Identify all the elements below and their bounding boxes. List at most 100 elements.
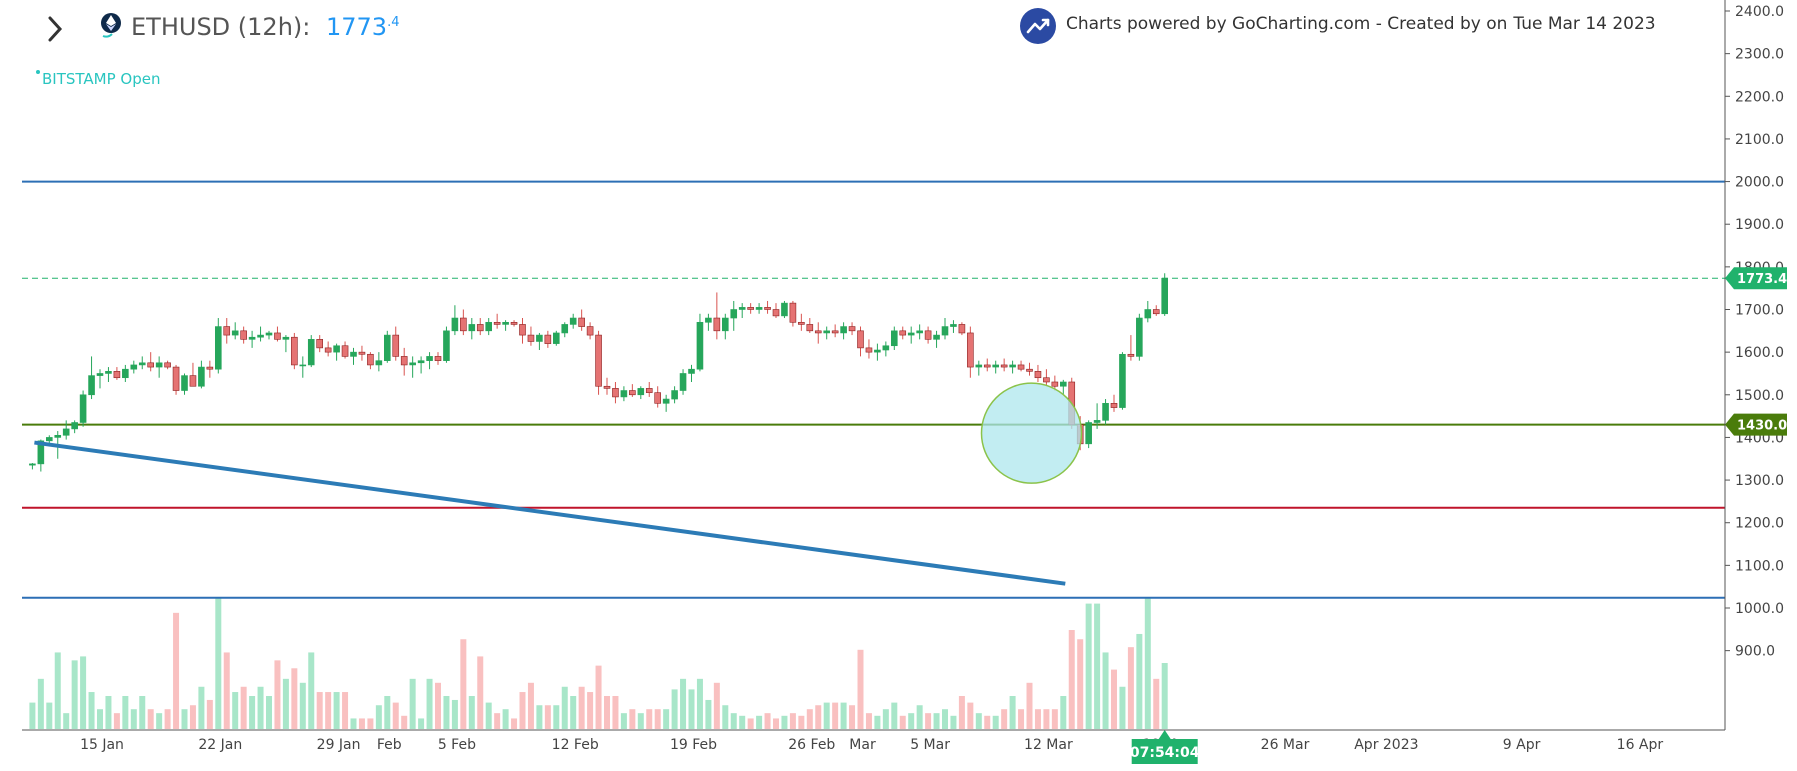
candle-body — [105, 371, 112, 374]
volume-bar — [435, 682, 441, 729]
candle-body — [924, 330, 932, 340]
volume-bar — [578, 686, 585, 729]
volume-bar — [333, 692, 340, 729]
candle-body — [341, 345, 349, 357]
candle-body — [595, 334, 602, 387]
candle-body — [37, 440, 45, 465]
candle-body — [510, 321, 518, 325]
volume-bar — [113, 713, 120, 729]
candle-body — [1102, 403, 1109, 421]
volume-bar — [1001, 709, 1008, 729]
volume-bar — [781, 715, 788, 729]
volume-bar — [46, 702, 53, 729]
volume-bar — [857, 649, 864, 729]
candle-body — [383, 334, 391, 361]
candle-body — [248, 336, 256, 340]
candle-body — [814, 330, 822, 334]
volume-bar — [671, 689, 678, 729]
volume-bar — [299, 682, 306, 729]
y-tick-label: 1300.0 — [1735, 473, 1784, 489]
gocharting-logo-icon[interactable] — [1020, 8, 1056, 44]
candle-body — [747, 307, 754, 310]
candle-body — [138, 362, 146, 366]
candle-body — [71, 422, 78, 430]
candle-body — [1085, 422, 1092, 445]
volume-bar — [257, 686, 264, 729]
volume-bar — [553, 705, 560, 729]
last-price-badge-text: 1773.4 — [1737, 272, 1787, 287]
candle-body — [96, 373, 104, 376]
candle-body — [1161, 277, 1168, 315]
candle-body — [688, 368, 695, 374]
candle-body — [519, 324, 526, 336]
volume-bar — [629, 709, 636, 729]
chevron-right-icon[interactable] — [44, 14, 66, 44]
status-dot — [36, 70, 40, 74]
volume-bar — [587, 692, 594, 729]
x-tick-label: 26 Mar — [1261, 737, 1310, 753]
candle-body — [358, 351, 366, 355]
volume-bar — [88, 692, 95, 729]
volume-bar — [612, 696, 619, 729]
volume-bar — [764, 713, 771, 729]
volume-bar — [1144, 597, 1151, 729]
candle-body — [865, 347, 873, 353]
candle-body — [1034, 371, 1042, 379]
y-tick-label: 1700.0 — [1735, 303, 1784, 319]
volume-bar — [511, 718, 518, 729]
volume-bar — [477, 656, 484, 729]
candle-body — [781, 302, 788, 317]
candle-body — [1026, 368, 1033, 372]
volume-bar — [502, 709, 509, 729]
volume-bar — [1136, 633, 1143, 729]
volume-bar — [189, 705, 196, 729]
candle-body — [992, 364, 1000, 368]
x-tick-label: 29 Jan — [317, 737, 361, 753]
support-badge-bg — [1725, 413, 1787, 436]
symbol-name: ETHUSD — [131, 13, 231, 41]
volume-bar — [798, 715, 805, 729]
candle-body — [738, 307, 746, 310]
y-tick-label: 2300.0 — [1735, 47, 1784, 63]
candle-body — [882, 345, 890, 351]
candle-body — [240, 330, 247, 340]
volume-bar — [815, 705, 822, 729]
volume-bar — [789, 713, 796, 729]
last-price-value: 1773 — [326, 13, 388, 41]
volume-bar — [696, 678, 703, 729]
candle-body — [493, 321, 501, 325]
candle-body — [367, 353, 374, 366]
volume-bar — [97, 709, 103, 729]
y-tick-label: 1200.0 — [1735, 516, 1784, 532]
volume-bar — [705, 699, 712, 729]
candle-body — [612, 388, 619, 398]
volume-bar — [849, 705, 856, 729]
candle-body — [443, 330, 450, 361]
candle-body — [113, 371, 121, 379]
candle-body — [916, 330, 923, 334]
candle-body — [485, 321, 493, 332]
volume-bar — [806, 709, 813, 729]
y-tick-label: 1500.0 — [1735, 388, 1784, 404]
volume-bar — [975, 713, 982, 729]
volume-bar — [916, 705, 923, 729]
candle-body — [88, 375, 95, 396]
candle-body — [54, 434, 62, 438]
x-tick-label: Mar — [849, 737, 876, 753]
candle-body — [798, 321, 805, 325]
candle-body — [164, 362, 171, 368]
x-tick-label: 9 Apr — [1503, 737, 1541, 753]
axes: 2400.02300.02200.02100.02000.01900.01800… — [22, 0, 1784, 753]
candle-body — [333, 345, 340, 353]
candle-body — [1144, 309, 1152, 319]
y-tick-label: 1000.0 — [1735, 601, 1784, 617]
candle-body — [983, 364, 991, 368]
candle-body — [806, 324, 814, 332]
volume-bar — [54, 652, 61, 729]
volume-bar — [950, 715, 957, 729]
volume-bar — [139, 696, 146, 729]
volume-bar — [240, 686, 247, 729]
y-tick-label: 2200.0 — [1735, 89, 1784, 105]
candle-body — [679, 373, 687, 391]
